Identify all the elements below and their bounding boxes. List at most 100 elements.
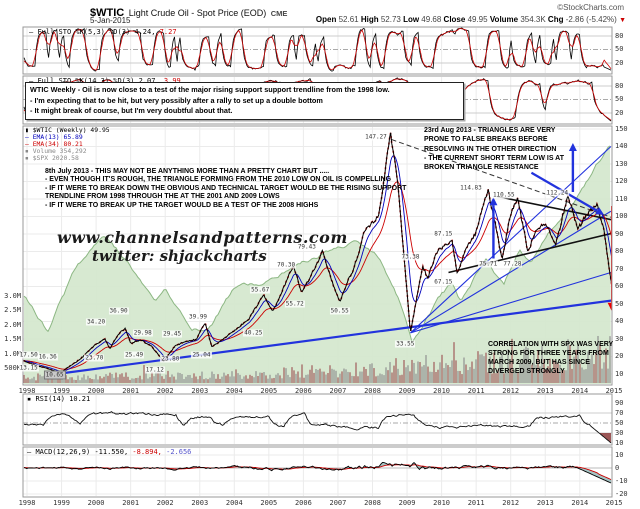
note-line: DIVERGED STRONGLY — [488, 368, 565, 375]
x-axis-label: 2015 — [605, 386, 623, 395]
legend-part: -8.894, — [132, 448, 167, 456]
legend-part: EMA(34) 80.21 — [32, 140, 83, 148]
legend-part: — — [29, 77, 38, 85]
y-axis-label: 30 — [615, 334, 624, 343]
legend-part: EMA(13) 65.89 — [32, 133, 83, 141]
quote-label: Low — [403, 15, 422, 24]
y-axis-label: 80 — [615, 81, 624, 90]
y-axis-label: 90 — [615, 398, 624, 407]
price-label: 50.55 — [329, 307, 350, 315]
x-axis-label: 2006 — [294, 386, 312, 395]
rsi-series — [23, 411, 612, 444]
x-axis-label: 2002 — [156, 499, 174, 507]
note-23rd-aug-2013: 23rd Aug 2013 - TRIANGLES ARE VERY PRONE … — [424, 126, 564, 172]
y-axis-label: 10 — [615, 438, 624, 447]
x-axis-label: 1999 — [53, 499, 70, 507]
legend-part: — — [29, 28, 38, 36]
volume-axis-label: 2.5M — [4, 306, 21, 314]
note-line: - I'm expecting that to be hit, but very… — [30, 95, 323, 105]
note-line: BROKEN TRIANGLE RESISTANCE — [424, 164, 539, 172]
price-label: 77.28 — [502, 260, 523, 268]
price-label: 33.55 — [395, 340, 416, 348]
legend-part: Full STO %K(5,3) %D(3) — [37, 28, 135, 36]
fan-line-1 — [410, 146, 612, 334]
price-label: 25.49 — [124, 351, 145, 359]
quote-value: 49.95 — [467, 15, 490, 24]
x-axis-label: 2008 — [364, 386, 381, 395]
y-axis-label: 40 — [615, 317, 624, 325]
x-axis-label: 1998 — [18, 499, 36, 507]
ema34-line — [23, 181, 612, 370]
ticker-symbol: $WTIC — [90, 7, 125, 19]
y-axis-label: 90 — [615, 229, 624, 238]
legend-part: 4.24, — [134, 28, 160, 36]
legend-part: 3.99 — [163, 77, 181, 85]
price-label: 10.65 — [43, 370, 66, 380]
legend-part: MACD(12,26,9) — [35, 448, 95, 456]
y-axis-label: -20 — [615, 489, 628, 498]
quote-value: 354.3K — [520, 15, 548, 24]
x-axis-label: 2000 — [87, 386, 105, 395]
y-axis-label: 140 — [615, 142, 628, 150]
blue-up-arrow-2013 — [568, 143, 577, 192]
price-label: 36.90 — [108, 307, 129, 315]
note-line: MARCH 2009, BUT HAS SINCE — [488, 359, 590, 366]
price-label: 73.38 — [400, 253, 421, 261]
price-label: 16.36 — [37, 353, 58, 360]
y-axis-label: 50 — [615, 418, 624, 427]
note-line: STRONG FOR THREE YEARS FROM — [488, 350, 609, 357]
legend-part: Volume 354,292 — [32, 147, 87, 155]
chart-date: 5-Jan-2015 — [90, 16, 131, 25]
y-axis-label: 30 — [615, 428, 624, 437]
x-axis-label: 2003 — [191, 499, 209, 507]
price-label: 110.55 — [491, 191, 516, 199]
y-axis-label: 50 — [615, 95, 624, 103]
legend-row: ▮ $WTIC (Weekly) 49.95 — [25, 127, 110, 134]
legend-part: $WTIC (Weekly) 49.95 — [32, 126, 110, 134]
price-label: 29.45 — [162, 330, 183, 338]
x-axis-label: 1998 — [18, 386, 36, 395]
price-label: 23.70 — [84, 354, 105, 362]
main-chart-legend: ▮ $WTIC (Weekly) 49.95— EMA(13) 65.89— E… — [25, 127, 110, 162]
x-axis-label: 2005 — [260, 386, 278, 395]
x-axis-label: 2015 — [605, 499, 623, 507]
legend-part: — — [25, 140, 33, 148]
note-line: PRONE TO FALSE BREAKS BEFORE — [424, 136, 548, 144]
y-axis-label: 50 — [615, 45, 624, 53]
note-line: - THE CURRENT SHORT TERM LOW IS AT — [424, 154, 564, 162]
y-axis-label: 10 — [615, 369, 624, 378]
chart-header: $WTIC Light Crude Oil - Spot Price (EOD)… — [90, 3, 287, 21]
legend-part: Full STO %K(14,3) %D(3) — [37, 77, 139, 85]
x-axis-label: 2004 — [225, 499, 243, 507]
x-axis-label: 2013 — [536, 386, 554, 395]
rising-support-1998 — [63, 299, 612, 375]
price-label: 70.30 — [276, 261, 297, 269]
y-axis-label: 120 — [615, 177, 628, 185]
price-label: 112.24 — [545, 189, 570, 197]
x-axis-label: 2001 — [122, 386, 140, 395]
x-axis-label: 2000 — [87, 499, 105, 507]
volume-axis-label: 2.0M — [4, 320, 21, 329]
legend-row: ▪ Volume 354,292 — [25, 148, 110, 155]
y-axis-label: 110 — [615, 194, 628, 203]
y-axis-label: 60 — [615, 282, 624, 290]
legend-part: RSI(14) — [35, 395, 70, 403]
note-line: WTIC Weekly - Oil is now close to a test… — [30, 85, 390, 94]
x-axis-label: 2009 — [398, 386, 416, 395]
note-spx-correlation: CORRELATION WITH SPX WAS VERY STRONG FOR … — [488, 340, 613, 376]
price-label: 39.99 — [187, 313, 209, 321]
volume-axis-label: 3.0M — [4, 291, 21, 300]
x-axis-label: 2007 — [329, 386, 347, 395]
y-axis-label: 20 — [615, 108, 624, 117]
rsi-legend: ▪ RSI(14) 10.21 — [27, 395, 90, 403]
legend-part: ▪ — [25, 154, 33, 162]
instrument-name: Light Crude Oil - Spot Price (EOD) — [128, 8, 267, 18]
price-label: 40.25 — [243, 329, 264, 337]
ohlc-quote-line: Open 52.61 High 52.73 Low 49.68 Close 49… — [316, 15, 626, 24]
quote-value: 52.61 — [338, 15, 361, 24]
y-axis-label: 100 — [615, 212, 628, 220]
note-line: - It might break of course, but I'm very… — [30, 106, 233, 116]
spx-overlay-area — [24, 145, 611, 384]
quote-value: -2.86 (-5.42%) — [565, 15, 620, 24]
y-axis-label: 70 — [615, 408, 624, 417]
